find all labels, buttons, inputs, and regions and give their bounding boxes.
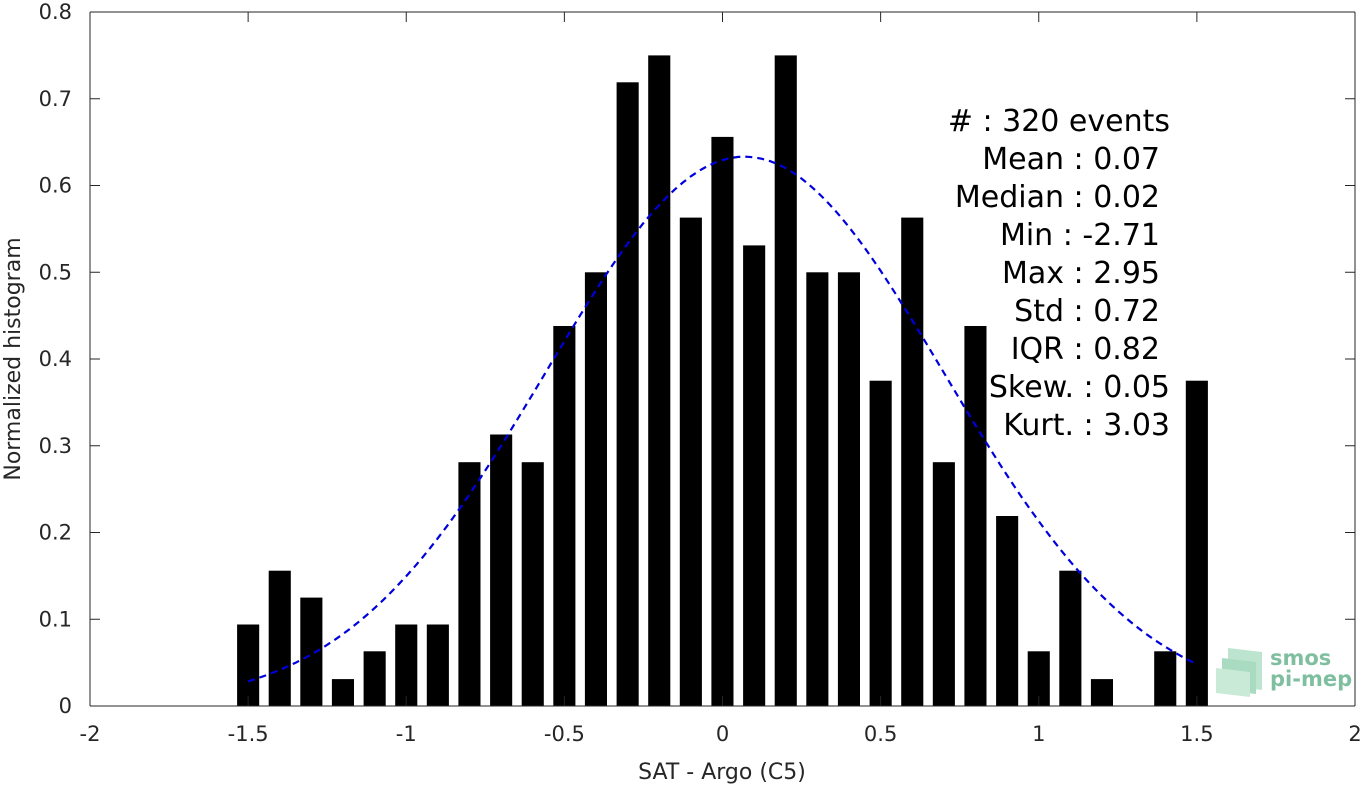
stat-line: Std : 0.72 bbox=[1014, 294, 1160, 329]
y-tick-label: 0.8 bbox=[39, 0, 72, 24]
y-tick-label: 0.4 bbox=[39, 347, 72, 371]
logo-line1: smos bbox=[1270, 646, 1331, 670]
logo-line2: pi-mep bbox=[1270, 667, 1352, 691]
histogram-bar bbox=[300, 597, 323, 706]
histogram-bar bbox=[648, 55, 671, 706]
x-tick-label: -1 bbox=[396, 722, 417, 746]
histogram-bar bbox=[395, 624, 418, 706]
x-tick-label: -1.5 bbox=[228, 722, 269, 746]
y-tick-label: 0.6 bbox=[39, 174, 72, 198]
x-tick-label: -2 bbox=[80, 722, 101, 746]
histogram-bar bbox=[521, 462, 544, 706]
smos-pimep-logo: smos pi-mep bbox=[1216, 646, 1352, 697]
histogram-bar bbox=[774, 55, 797, 706]
histogram-bar bbox=[584, 272, 607, 707]
x-tick-label: -0.5 bbox=[544, 722, 585, 746]
histogram-bar bbox=[363, 651, 386, 706]
histogram-bar bbox=[711, 136, 734, 706]
stat-line: Median : 0.02 bbox=[955, 180, 1160, 215]
x-tick-label: 0.5 bbox=[864, 722, 897, 746]
stat-line: Min : -2.71 bbox=[1000, 218, 1160, 253]
histogram-bar bbox=[901, 217, 924, 706]
histogram-bar bbox=[1154, 651, 1177, 706]
stat-line: Kurt. : 3.03 bbox=[1003, 408, 1170, 443]
histogram-bar bbox=[426, 624, 449, 706]
histogram-bar bbox=[1185, 380, 1208, 706]
y-axis-label: Normalized histogram bbox=[1, 237, 26, 480]
histogram-bar bbox=[458, 462, 481, 706]
histogram-bar bbox=[743, 245, 766, 706]
histogram-bar bbox=[616, 82, 639, 707]
tick-labels-group: -2 -1.5 -1 -0.5 0 0.5 1 1.5 2 0 0.1 0.2 0.3 0.4 0.5 0.6… bbox=[39, 0, 1362, 746]
y-tick-label: 0 bbox=[59, 694, 72, 718]
logo-graphic-icon bbox=[1216, 648, 1262, 697]
x-tick-label: 0 bbox=[716, 722, 729, 746]
histogram-bar bbox=[932, 462, 955, 706]
histogram-bar bbox=[268, 570, 291, 706]
stat-line: IQR : 0.82 bbox=[1011, 332, 1160, 367]
stat-line: Skew. : 0.05 bbox=[989, 370, 1170, 405]
x-tick-label: 1 bbox=[1032, 722, 1045, 746]
bars-group bbox=[237, 55, 1208, 707]
histogram-bar bbox=[679, 217, 702, 706]
y-tick-label: 0.2 bbox=[39, 521, 72, 545]
stat-line: # : 320 events bbox=[948, 104, 1170, 139]
histogram-bar bbox=[553, 326, 576, 706]
stat-line: Mean : 0.07 bbox=[982, 142, 1160, 177]
histogram-bar bbox=[869, 380, 892, 706]
y-tick-label: 0.3 bbox=[39, 434, 72, 458]
histogram-bar bbox=[237, 624, 260, 706]
histogram-bar bbox=[1027, 651, 1050, 706]
stat-line: Max : 2.95 bbox=[1002, 256, 1160, 291]
normal-fit-curve bbox=[247, 155, 1198, 683]
axes-group bbox=[89, 11, 1356, 707]
y-tick-label: 0.7 bbox=[39, 87, 72, 111]
x-axis-label: SAT - Argo (C5) bbox=[638, 760, 806, 785]
y-tick-label: 0.1 bbox=[39, 607, 72, 631]
histogram-bar bbox=[806, 272, 829, 707]
x-tick-label: 2 bbox=[1348, 722, 1361, 746]
y-tick-label: 0.5 bbox=[39, 260, 72, 284]
histogram-bar bbox=[996, 516, 1019, 706]
histogram-bar bbox=[964, 326, 987, 706]
histogram-bar bbox=[837, 272, 860, 707]
histogram-bar bbox=[490, 434, 513, 706]
x-tick-label: 1.5 bbox=[1180, 722, 1213, 746]
histogram-bar bbox=[331, 679, 354, 706]
histogram-bar bbox=[1059, 570, 1082, 706]
histogram-bar bbox=[1090, 679, 1113, 706]
